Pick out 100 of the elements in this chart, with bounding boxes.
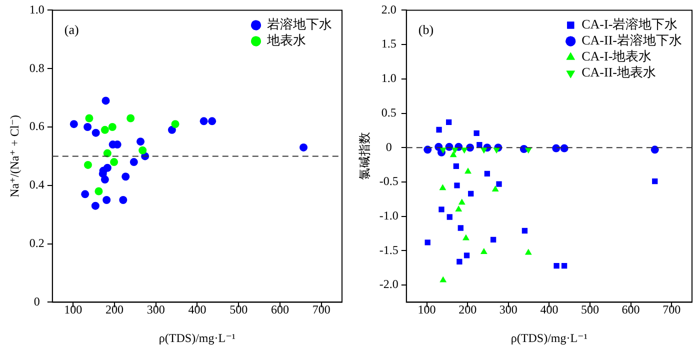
point: [100, 126, 109, 134]
point: [474, 130, 480, 136]
point: [484, 170, 490, 177]
point: [439, 184, 446, 190]
point: [456, 258, 462, 264]
point: [200, 117, 208, 126]
point: [552, 144, 560, 152]
x-tick-label: 200: [105, 302, 124, 316]
y-tick-label: 0: [386, 140, 392, 154]
y-tick-label: 0.4: [29, 178, 44, 192]
annotation: (a): [64, 22, 79, 38]
x-tick-label: 400: [540, 302, 558, 316]
x-tick-label: 400: [188, 302, 206, 316]
point: [103, 164, 112, 172]
point: [451, 148, 458, 154]
point: [480, 248, 488, 254]
point: [455, 205, 462, 212]
point: [119, 196, 128, 204]
point: [468, 190, 474, 196]
point: [208, 117, 216, 126]
y-tick-label: 0.2: [29, 236, 44, 250]
point: [496, 181, 502, 187]
point: [91, 202, 100, 210]
x-tick-label: 200: [458, 302, 477, 316]
x-tick-label: 600: [622, 302, 640, 316]
point: [100, 176, 109, 184]
x-tick-label: 700: [662, 302, 681, 316]
point: [102, 96, 110, 105]
point: [81, 190, 90, 198]
point: [458, 198, 466, 205]
point: [476, 142, 482, 148]
x-axis-title: ρ(TDS)/mg·L⁻¹: [158, 330, 236, 345]
legend-label: 岩溶地下水: [267, 16, 332, 32]
point: [450, 151, 457, 158]
point: [480, 148, 488, 154]
legend-label: CA-I-岩溶地下水: [582, 16, 678, 32]
point: [554, 262, 560, 269]
legend-label: CA-II-岩溶地下水: [582, 32, 682, 48]
y-tick-label: 2.0: [381, 2, 396, 16]
legend-label: 地表水: [266, 32, 306, 48]
point: [171, 120, 180, 128]
y-tick-label: 1.0: [381, 71, 396, 86]
point: [424, 146, 432, 154]
point: [440, 148, 447, 154]
y-tick-label: 0: [34, 294, 40, 308]
point: [440, 276, 447, 282]
x-tick-label: 100: [418, 302, 436, 316]
point: [436, 126, 442, 133]
point: [84, 123, 92, 131]
point: [560, 144, 568, 152]
point: [130, 158, 138, 166]
point: [524, 248, 532, 255]
point: [136, 138, 145, 146]
point: [493, 148, 500, 154]
point: [84, 160, 92, 169]
legend-label: CA-I-地表水: [582, 48, 652, 64]
x-tick-label: 300: [146, 302, 165, 316]
point: [85, 114, 94, 122]
point: [462, 234, 470, 240]
point: [454, 182, 460, 188]
y-axis-title: 氯碱指数: [357, 132, 372, 180]
y-tick-label: -2.0: [379, 277, 398, 292]
point: [102, 196, 111, 204]
point: [126, 114, 135, 122]
point: [492, 186, 499, 192]
y-axis-title: Na⁺/(Na⁺ + Cl⁻): [7, 114, 22, 198]
y-tick-label: -1.0: [379, 208, 398, 222]
point: [464, 168, 472, 174]
x-tick-label: 500: [230, 302, 248, 316]
legend-label: CA-II-地表水: [582, 64, 656, 80]
point: [561, 262, 568, 269]
point: [168, 126, 176, 134]
point: [490, 236, 496, 243]
y-tick-label: 0.5: [381, 105, 396, 120]
point: [446, 119, 452, 126]
point: [122, 172, 130, 181]
point: [94, 187, 103, 196]
point: [108, 123, 116, 131]
y-tick-label: 0.6: [29, 119, 44, 134]
point: [138, 146, 147, 154]
x-tick-label: 500: [581, 302, 599, 316]
y-tick-label: 1.0: [29, 2, 44, 16]
point: [92, 128, 100, 137]
point: [110, 158, 118, 166]
point: [650, 146, 659, 154]
point: [438, 206, 444, 212]
y-tick-label: 1.5: [381, 36, 396, 51]
point: [446, 214, 452, 220]
point: [300, 143, 308, 152]
point: [70, 120, 78, 128]
x-tick-label: 100: [64, 302, 82, 316]
point: [453, 163, 459, 169]
x-tick-label: 700: [312, 302, 330, 316]
y-tick-label: -1.5: [379, 242, 398, 257]
point: [522, 228, 528, 234]
point: [103, 149, 112, 158]
annotation: (b): [418, 22, 434, 38]
x-axis-title: ρ(TDS)/mg·L⁻¹: [510, 330, 588, 345]
x-tick-label: 300: [499, 302, 518, 316]
point: [458, 225, 464, 231]
